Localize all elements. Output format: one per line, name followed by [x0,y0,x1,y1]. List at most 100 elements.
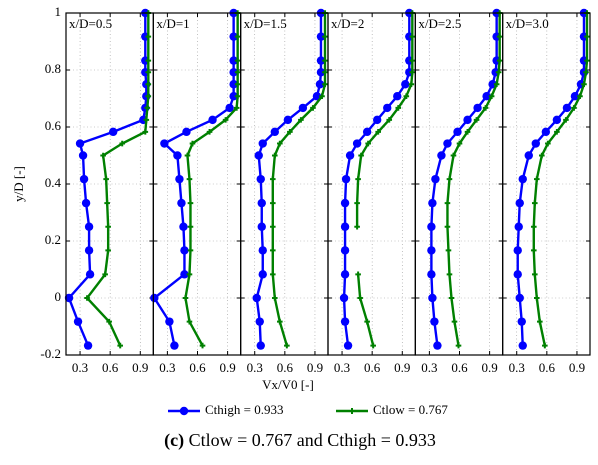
point [365,140,371,147]
legend-label: Cthigh = 0.933 [205,402,283,417]
point [427,222,436,231]
point [515,198,524,208]
point [530,247,537,254]
point [117,342,124,349]
x-tick-label: 0.6 [539,360,556,375]
point [354,223,360,230]
point [182,295,189,301]
point [103,176,109,182]
x-tick-label: 0.9 [569,360,585,375]
point [106,318,112,325]
point [393,92,402,101]
point [84,246,94,255]
point [340,222,350,231]
point [433,341,442,350]
point [269,247,276,254]
point [581,81,587,88]
point [180,270,189,279]
point [354,200,360,206]
point [431,174,440,184]
point [145,57,152,64]
point [229,68,238,77]
point [395,105,402,111]
point [150,293,159,303]
point [284,342,290,349]
point [108,127,118,137]
series-line [271,13,327,346]
point [144,105,151,111]
point [199,342,206,349]
x-tick-label: 0.6 [102,360,119,375]
point [256,174,265,184]
point [298,103,308,113]
series-line [516,13,586,346]
point [208,115,217,125]
x-tick-label: 0.6 [277,360,294,375]
panel-title: x/D=2 [331,16,364,31]
y-tick-label: 0.6 [45,118,62,133]
point [271,152,278,159]
point [428,293,437,303]
point [409,33,416,40]
point [518,341,527,350]
point [446,176,453,182]
point [533,295,540,301]
point [357,295,363,301]
point [160,139,169,148]
point [84,295,90,301]
point [269,271,276,278]
point [75,139,85,148]
point [496,57,503,64]
point [362,127,372,137]
point [473,103,482,113]
point [229,92,238,101]
x-tick-label: 0.6 [364,360,381,375]
point [270,127,279,137]
point [255,317,264,326]
y-tick-label: 0.2 [45,232,61,247]
point [372,115,382,125]
point [427,270,436,279]
point [283,115,293,125]
point [179,222,188,231]
point [184,152,191,159]
point [258,246,267,255]
point [464,129,471,135]
point [554,129,560,135]
point [258,139,267,148]
point [229,56,238,65]
point [142,129,149,135]
point [531,200,538,206]
point [386,117,393,123]
panel-title: x/D=3.0 [506,16,549,31]
point [341,174,351,184]
point [358,152,364,159]
y-tick-label: -0.2 [40,346,61,361]
point [463,115,472,125]
point [186,271,193,278]
point [375,129,381,135]
point [100,152,106,159]
point [105,223,111,230]
point [513,246,522,255]
point [493,81,500,88]
point [570,92,580,101]
point [444,200,451,206]
point [450,152,457,159]
x-tick-label: 0.9 [132,360,148,375]
x-tick-label: 0.9 [307,360,323,375]
point [577,93,583,100]
point [408,81,415,88]
panel-title: x/D=2.5 [418,16,461,31]
series-line [355,13,414,346]
point [445,247,452,254]
point [488,93,495,100]
caption: (c) Ctlow = 0.767 and Cthigh = 0.933 [164,430,436,451]
x-tick-label: 0.3 [247,360,263,375]
point [104,200,110,206]
point [513,270,522,279]
point [79,174,89,184]
x-tick-label: 0.6 [189,360,206,375]
point [269,200,276,206]
